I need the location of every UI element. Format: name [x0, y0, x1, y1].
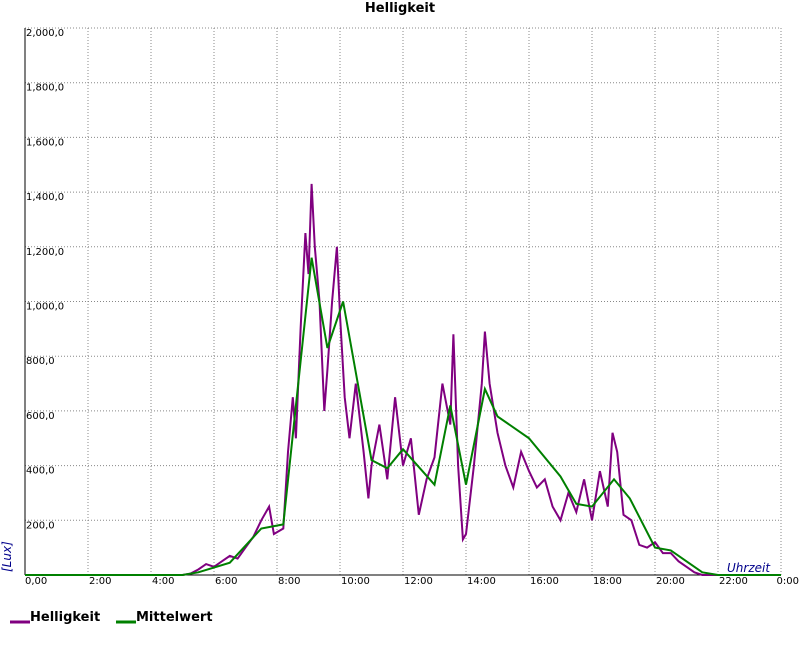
- y-tick-label: 1,200,0: [26, 247, 64, 258]
- legend-label: Helligkeit: [30, 610, 100, 625]
- y-tick-label: 600,0: [26, 411, 55, 422]
- chart-title: Helligkeit: [365, 1, 435, 16]
- data-line: [25, 183, 781, 576]
- x-tick-label: 14:00: [467, 576, 496, 587]
- x-tick-label: 0,00: [25, 576, 47, 587]
- data-line: [25, 257, 781, 576]
- y-tick-label: 2,000,0: [26, 28, 64, 39]
- y-tick-label: 1,400,0: [26, 192, 64, 203]
- x-tick-label: 10:00: [341, 576, 370, 587]
- x-tick-label: 20:00: [656, 576, 685, 587]
- y-axis-label: [Lux]: [0, 541, 14, 572]
- legend-label: Mittelwert: [136, 610, 213, 625]
- x-tick-label: 22:00: [719, 576, 748, 587]
- y-tick-label: 1,800,0: [26, 83, 64, 94]
- x-tick-label: 8:00: [278, 576, 300, 587]
- x-tick-label: 0:00: [777, 576, 799, 587]
- x-tick-label: 6:00: [215, 576, 237, 587]
- x-tick-label: 2:00: [89, 576, 111, 587]
- y-tick-label: 400,0: [26, 466, 55, 477]
- y-tick-label: 200,0: [26, 520, 55, 531]
- y-tick-label: 800,0: [26, 356, 55, 367]
- x-tick-label: 16:00: [530, 576, 559, 587]
- x-tick-label: 4:00: [152, 576, 174, 587]
- y-tick-label: 1,000,0: [26, 302, 64, 313]
- x-tick-label: 18:00: [593, 576, 622, 587]
- y-tick-label: 1,600,0: [26, 137, 64, 148]
- x-tick-label: 12:00: [404, 576, 433, 587]
- x-axis-label: Uhrzeit: [727, 561, 771, 575]
